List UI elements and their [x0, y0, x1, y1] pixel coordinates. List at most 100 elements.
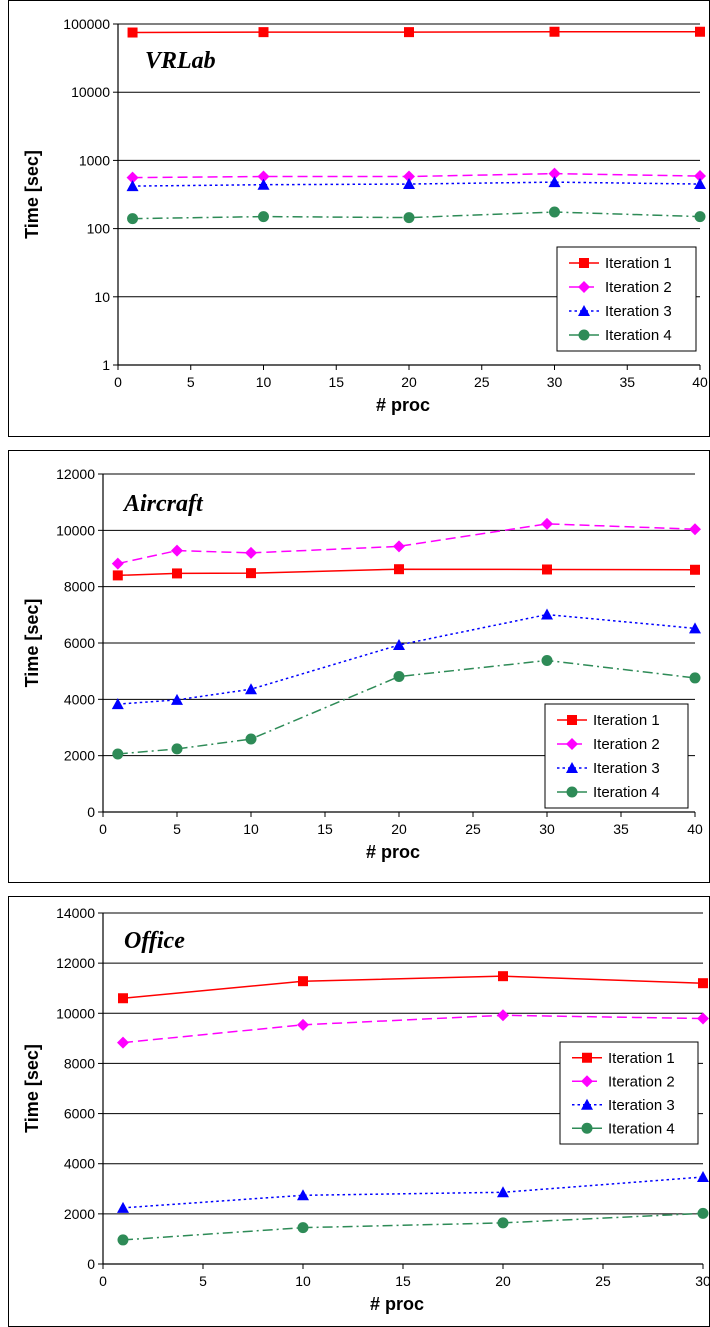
y-tick-label: 100 [87, 221, 111, 237]
data-point [541, 654, 553, 666]
data-point [541, 608, 553, 620]
data-point [111, 698, 124, 710]
legend-marker [566, 786, 578, 798]
y-tick-label: 1 [102, 357, 110, 373]
data-point [171, 693, 183, 705]
data-point [690, 564, 700, 575]
data-point [393, 671, 405, 683]
legend-marker [566, 762, 578, 773]
x-axis-label: # proc [370, 1294, 424, 1314]
chart-title: VRLab [145, 48, 216, 74]
x-tick-label: 20 [495, 1273, 511, 1289]
data-point [118, 993, 128, 1004]
x-tick-label: 10 [243, 821, 259, 837]
series-line [117, 568, 696, 577]
x-tick-label: 5 [199, 1273, 207, 1289]
data-point [112, 748, 124, 760]
y-tick-label: 8000 [64, 1055, 95, 1071]
data-point [548, 176, 561, 188]
y-tick-label: 2000 [64, 1206, 95, 1222]
data-point [689, 622, 701, 634]
data-point [172, 568, 182, 579]
legend-label: Iteration 2 [605, 279, 672, 296]
data-point [549, 206, 560, 218]
y-tick-label: 10000 [56, 1005, 95, 1021]
legend-label: Iteration 1 [605, 255, 672, 272]
data-point [117, 1234, 129, 1246]
legend-label: Iteration 1 [593, 712, 660, 729]
series-3 [126, 176, 706, 192]
data-point [111, 557, 124, 570]
y-tick-label: 4000 [64, 1156, 95, 1172]
series-3 [117, 1171, 709, 1213]
data-point [548, 167, 561, 180]
y-tick-label: 1000 [79, 152, 110, 168]
y-tick-label: 4000 [64, 691, 95, 707]
data-point [117, 1201, 129, 1213]
data-point [694, 211, 706, 223]
data-point [394, 564, 404, 575]
x-tick-label: 0 [99, 821, 107, 837]
data-point [246, 568, 256, 579]
chart-border [8, 0, 710, 437]
series-1 [112, 564, 700, 581]
data-point [393, 638, 405, 650]
data-point [497, 1186, 509, 1198]
data-point [694, 170, 706, 183]
y-tick-label: 0 [87, 804, 95, 820]
legend-marker [581, 1122, 593, 1134]
y-tick-label: 2000 [64, 748, 95, 764]
data-point [258, 211, 269, 223]
y-tick-label: 10000 [56, 522, 95, 538]
data-point [127, 27, 138, 38]
legend: Iteration 1 Iteration 2 Iteration 3 Iterati… [556, 246, 697, 352]
chart-title: Office [124, 928, 185, 954]
series-4 [127, 206, 706, 225]
x-tick-label: 5 [173, 821, 181, 837]
data-point [697, 1012, 709, 1025]
series-3 [111, 608, 701, 710]
data-point [171, 743, 183, 755]
x-axis-label: # proc [366, 842, 420, 862]
y-tick-label: 10 [94, 289, 110, 305]
x-tick-label: 15 [395, 1273, 411, 1289]
legend-label: Iteration 3 [608, 1097, 675, 1114]
x-tick-label: 10 [256, 374, 272, 390]
data-point [498, 971, 508, 982]
series-line [122, 1212, 704, 1241]
x-tick-label: 35 [613, 821, 629, 837]
data-point [549, 26, 560, 37]
legend-marker [578, 305, 590, 316]
data-point [697, 1207, 709, 1219]
x-tick-label: 40 [687, 821, 703, 837]
y-axis-label: Time [sec] [22, 1044, 42, 1133]
data-point [126, 171, 139, 184]
data-point [403, 170, 415, 183]
x-axis-label: # proc [376, 395, 430, 415]
x-tick-label: 5 [187, 374, 195, 390]
data-point [403, 178, 415, 190]
legend-label: Iteration 4 [593, 784, 660, 801]
legend-label: Iteration 2 [608, 1073, 675, 1090]
y-axis-label: Time [sec] [22, 150, 42, 239]
data-point [695, 26, 705, 37]
y-tick-label: 6000 [64, 1106, 95, 1122]
series-line [122, 1014, 704, 1044]
x-tick-label: 20 [401, 374, 417, 390]
x-tick-label: 10 [295, 1273, 311, 1289]
data-point [542, 564, 552, 575]
data-point [257, 178, 270, 190]
data-point [171, 544, 183, 557]
data-point [245, 683, 257, 695]
data-point [698, 978, 708, 989]
legend-label: Iteration 1 [608, 1050, 675, 1067]
chart-2: 0 2000 4000 6000 8000 10000 12000 0 5 10 15 20 25 30 3… [8, 450, 710, 883]
data-point [497, 1009, 509, 1022]
series-line [122, 1176, 704, 1209]
legend-marker [582, 1052, 592, 1063]
data-point [689, 672, 701, 684]
data-point [541, 517, 553, 530]
data-point [258, 27, 269, 38]
x-tick-label: 0 [114, 374, 122, 390]
